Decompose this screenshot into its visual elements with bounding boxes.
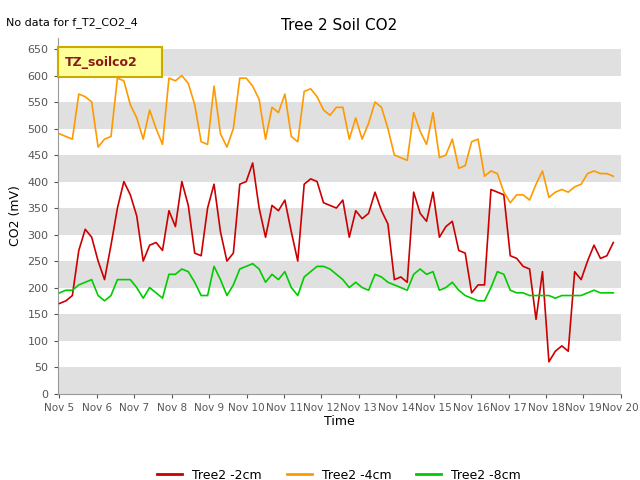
Text: No data for f_T2_CO2_4: No data for f_T2_CO2_4 [6,17,138,28]
Text: TZ_soilco2: TZ_soilco2 [65,56,138,69]
X-axis label: Time: Time [324,415,355,429]
Bar [58,155,621,181]
Bar [58,367,621,394]
Bar [58,49,621,75]
Bar [58,261,621,288]
Bar [58,341,621,367]
Bar [58,181,621,208]
Bar [58,288,621,314]
Title: Tree 2 Soil CO2: Tree 2 Soil CO2 [281,18,397,33]
Legend: Tree2 -2cm, Tree2 -4cm, Tree2 -8cm: Tree2 -2cm, Tree2 -4cm, Tree2 -8cm [152,464,526,480]
Bar [58,314,621,341]
Bar [58,23,621,49]
FancyBboxPatch shape [58,47,162,77]
Bar [58,75,621,102]
Bar [58,102,621,129]
Bar [58,129,621,155]
Bar [58,208,621,235]
Y-axis label: CO2 (mV): CO2 (mV) [9,186,22,246]
Bar [58,235,621,261]
